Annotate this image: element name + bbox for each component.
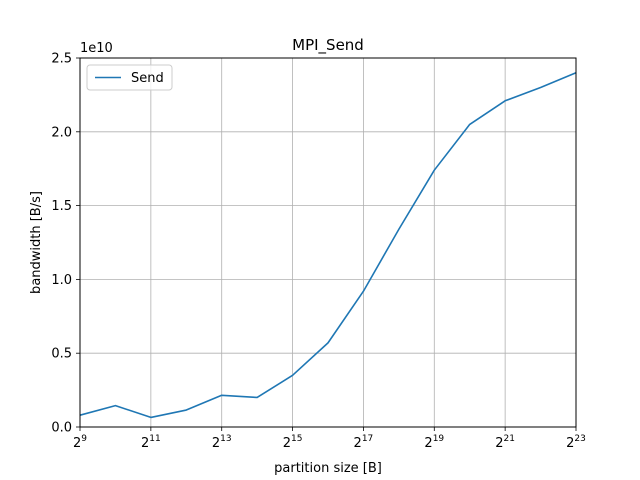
legend: Send — [86, 64, 173, 91]
series-line-send — [79, 72, 577, 419]
y-axis-label: bandwidth [B/s] — [29, 191, 44, 294]
y-tick-label: 1.0 — [51, 273, 72, 288]
legend-box — [86, 64, 173, 91]
x-tick-label: 217 — [354, 434, 374, 451]
x-tick-exponent: 15 — [291, 434, 302, 444]
x-tick-exponent: 17 — [362, 434, 373, 444]
x-tick-label: 211 — [141, 434, 161, 451]
x-tick-label: 29 — [73, 434, 87, 451]
y-tick-label: 2.5 — [51, 52, 72, 67]
x-tick-base: 2 — [566, 436, 574, 451]
y-tick-label: 0.5 — [51, 347, 72, 362]
x-tick-base: 2 — [424, 436, 432, 451]
x-tick-base: 2 — [73, 436, 81, 451]
y-offset-label: 1e10 — [80, 41, 113, 56]
x-tick-base: 2 — [141, 436, 149, 451]
x-axis-label: partition size [B] — [274, 461, 382, 476]
series-layer — [79, 72, 577, 419]
x-tick-label: 223 — [566, 434, 586, 451]
y-tick-label: 2.0 — [51, 125, 72, 140]
x-tick-exponent: 19 — [433, 434, 445, 444]
legend-label-send: Send — [131, 71, 164, 86]
x-tick-base: 2 — [212, 436, 220, 451]
y-tick-label: 1.5 — [51, 199, 72, 214]
x-tick-base: 2 — [354, 436, 362, 451]
x-tick-exponent: 11 — [149, 434, 160, 444]
y-tick-label: 0.0 — [51, 421, 72, 436]
x-tick-label: 215 — [283, 434, 303, 451]
axis-ticks: 29 211 213 215 217 219 221 2230.00.51.01.52.02.… — [51, 52, 586, 452]
x-tick-exponent: 21 — [504, 434, 515, 444]
x-tick-exponent: 23 — [574, 434, 585, 444]
x-tick-exponent: 13 — [220, 434, 231, 444]
plot-frame — [79, 57, 577, 428]
x-tick-base: 2 — [495, 436, 503, 451]
x-tick-exponent: 9 — [81, 434, 87, 444]
x-tick-base: 2 — [283, 436, 291, 451]
chart-title: MPI_Send — [292, 36, 364, 55]
x-tick-label: 219 — [424, 434, 444, 451]
x-tick-label: 221 — [495, 434, 515, 451]
x-tick-label: 213 — [212, 434, 232, 451]
